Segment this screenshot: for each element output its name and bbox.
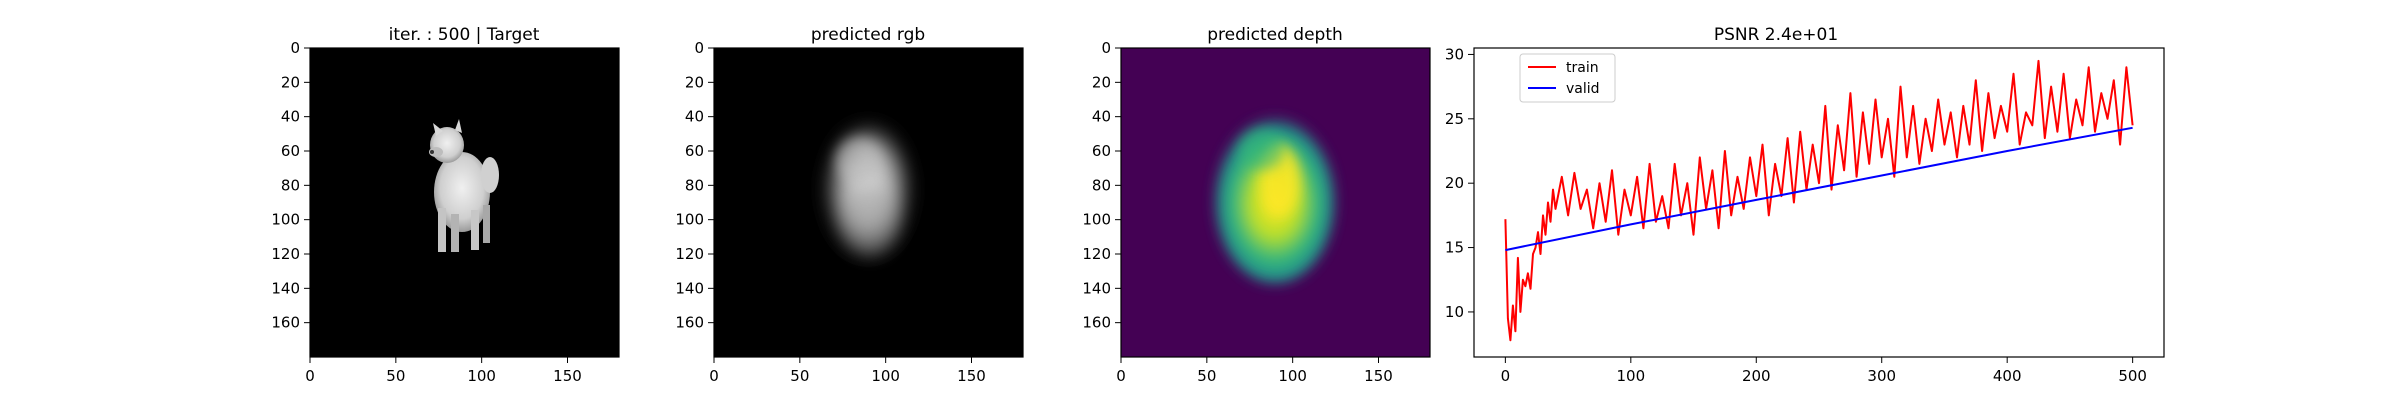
rgb-ytick-label: 60 xyxy=(685,142,704,160)
rgb-ytick-label: 140 xyxy=(675,279,704,297)
psnr-xtick-label: 100 xyxy=(1616,367,1645,385)
target-xtick-label: 100 xyxy=(467,367,496,385)
rgb-ytick-label: 0 xyxy=(694,39,704,57)
rgb-xtick-label: 100 xyxy=(871,367,900,385)
rgb-x-ticks: 0 50 100 150 0 20 40 60 80 100 120 140 160 xyxy=(675,39,985,385)
target-ytick-label: 120 xyxy=(271,245,300,263)
panel-target: iter. : 500 | Target 0 50 100 150 0 20 40 60 80 1… xyxy=(271,25,620,385)
rgb-ytick-label: 40 xyxy=(685,108,704,126)
target-ytick-label: 40 xyxy=(281,108,300,126)
dog-target-image xyxy=(429,119,499,252)
target-xtick-label: 0 xyxy=(305,367,315,385)
panel-title-rgb: predicted rgb xyxy=(811,25,925,45)
panel-psnr: PSNR 2.4e+01 0 100 200 300 400 5001015202530 … xyxy=(1445,25,2165,385)
panel-depth: predicted depth 0 50 100 150 0 20 40 60 80 100 120… xyxy=(1082,25,1431,385)
psnr-ytick-label: 25 xyxy=(1445,110,1464,128)
depth-ytick-label: 120 xyxy=(1082,245,1111,263)
rgb-ytick-label: 100 xyxy=(675,211,704,229)
panel-rgb: predicted rgb 0 50 100 150 0 20 40 60 80 100 120 14… xyxy=(675,25,1024,385)
depth-ytick-label: 60 xyxy=(1092,142,1111,160)
target-ytick-label: 20 xyxy=(281,73,300,91)
depth-axes-frame xyxy=(1120,47,1431,358)
series-line-train xyxy=(1504,59,2134,342)
target-ytick-label: 0 xyxy=(290,39,300,57)
rgb-ytick-label: 120 xyxy=(675,245,704,263)
rgb-ytick-label: 80 xyxy=(685,176,704,194)
depth-ytick-label: 100 xyxy=(1082,211,1111,229)
target-ytick-label: 80 xyxy=(281,176,300,194)
panel-title-target: iter. : 500 | Target xyxy=(389,25,540,45)
target-ytick-label: 100 xyxy=(271,211,300,229)
legend-label-train: train xyxy=(1566,60,1599,76)
legend-label-valid: valid xyxy=(1566,81,1600,97)
series-line-valid xyxy=(1505,126,2133,252)
depth-xtick-label: 50 xyxy=(1197,367,1216,385)
rgb-xtick-label: 50 xyxy=(790,367,809,385)
psnr-ticks: 0 100 200 300 400 500 10 15 20 25 30 xyxy=(1445,45,2147,385)
psnr-xtick-label: 200 xyxy=(1742,367,1771,385)
psnr-xtick-label: 400 xyxy=(1993,367,2022,385)
depth-xtick-label: 100 xyxy=(1278,367,1307,385)
psnr-xtick-label: 300 xyxy=(1867,367,1896,385)
depth-ytick-label: 140 xyxy=(1082,279,1111,297)
psnr-ytick-label: 15 xyxy=(1445,239,1464,257)
rgb-ytick-label: 160 xyxy=(675,314,704,332)
depth-xtick-label: 0 xyxy=(1116,367,1126,385)
target-x-ticks: 0 50 100 150 0 20 40 60 80 100 120 140 160 xyxy=(271,39,581,385)
target-ytick-label: 140 xyxy=(271,279,300,297)
depth-xtick-label: 150 xyxy=(1364,367,1393,385)
psnr-ytick-label: 30 xyxy=(1445,45,1464,63)
panel-title-depth: predicted depth xyxy=(1207,25,1343,45)
depth-ytick-label: 80 xyxy=(1092,176,1111,194)
depth-ytick-label: 160 xyxy=(1082,314,1111,332)
target-ytick-label: 160 xyxy=(271,314,300,332)
psnr-ytick-label: 10 xyxy=(1445,303,1464,321)
rgb-ytick-label: 20 xyxy=(685,73,704,91)
viridis-depth-prediction xyxy=(1213,115,1337,285)
psnr-xtick-label: 0 xyxy=(1501,367,1511,385)
rgb-xtick-label: 0 xyxy=(709,367,719,385)
chart-title: PSNR 2.4e+01 xyxy=(1714,25,1838,45)
psnr-series xyxy=(1504,59,2134,342)
depth-x-ticks: 0 50 100 150 0 20 40 60 80 100 120 140 160 xyxy=(1082,39,1392,385)
target-axes-frame xyxy=(309,47,620,358)
rgb-xtick-label: 150 xyxy=(957,367,986,385)
depth-ytick-label: 0 xyxy=(1101,39,1111,57)
psnr-xtick-label: 500 xyxy=(2118,367,2147,385)
target-ytick-label: 60 xyxy=(281,142,300,160)
depth-ytick-label: 40 xyxy=(1092,108,1111,126)
target-xtick-label: 50 xyxy=(386,367,405,385)
psnr-ytick-label: 20 xyxy=(1445,174,1464,192)
legend: train valid xyxy=(1519,53,1616,103)
blurred-rgb-prediction xyxy=(823,125,913,265)
rgb-axes-frame xyxy=(713,47,1024,358)
depth-ytick-label: 20 xyxy=(1092,73,1111,91)
target-xtick-label: 150 xyxy=(553,367,582,385)
